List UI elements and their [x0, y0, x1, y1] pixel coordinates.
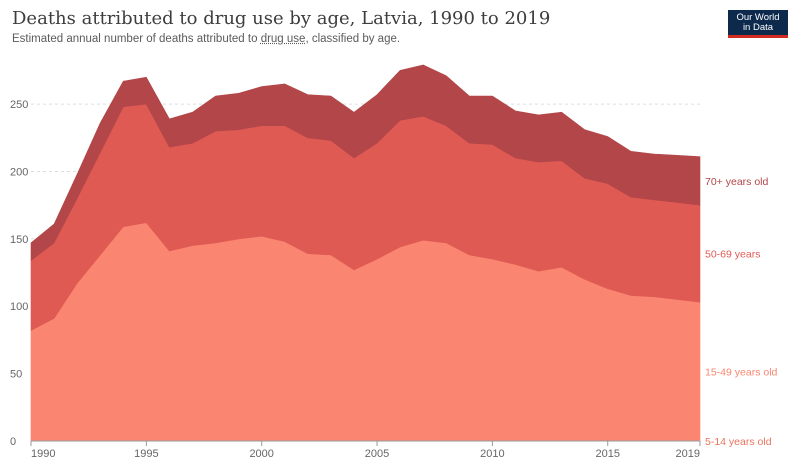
series-label-50-69-years: 50-69 years [705, 249, 760, 261]
y-tick-label: 100 [10, 301, 28, 313]
y-tick-label: 50 [10, 369, 22, 381]
x-tick-label: 1990 [31, 448, 55, 460]
x-tick-label: 2015 [595, 448, 619, 460]
drug-use-link[interactable]: drug use [260, 33, 306, 45]
area-70-years-old[interactable] [30, 64, 701, 262]
subtitle-text-start: Estimated annual number of deaths attrib… [12, 33, 261, 45]
y-tick-label: 150 [10, 234, 28, 246]
x-tick-label: 2000 [249, 448, 273, 460]
series-label-5-14-years-old: 5-14 years old [705, 436, 772, 448]
chart-title: Deaths attributed to drug use by age, La… [12, 8, 551, 29]
x-tick-label: 2010 [480, 448, 504, 460]
x-tick-label: 2019 [676, 448, 700, 460]
series-label-70-years-old: 70+ years old [705, 176, 768, 188]
chart-subtitle: Estimated annual number of deaths attrib… [12, 33, 400, 45]
subtitle-text-end: , classified by age. [305, 33, 401, 45]
series-label-15-49-years-old: 15-49 years old [705, 367, 778, 379]
y-tick-label: 250 [10, 99, 28, 111]
y-tick-label: 0 [10, 436, 16, 448]
x-tick-label: 2005 [365, 448, 389, 460]
y-tick-label: 200 [10, 166, 28, 178]
x-tick-label: 1995 [134, 448, 158, 460]
logo-text: Our World in Data [736, 11, 780, 33]
owid-logo[interactable]: Our World in Data [728, 10, 788, 38]
